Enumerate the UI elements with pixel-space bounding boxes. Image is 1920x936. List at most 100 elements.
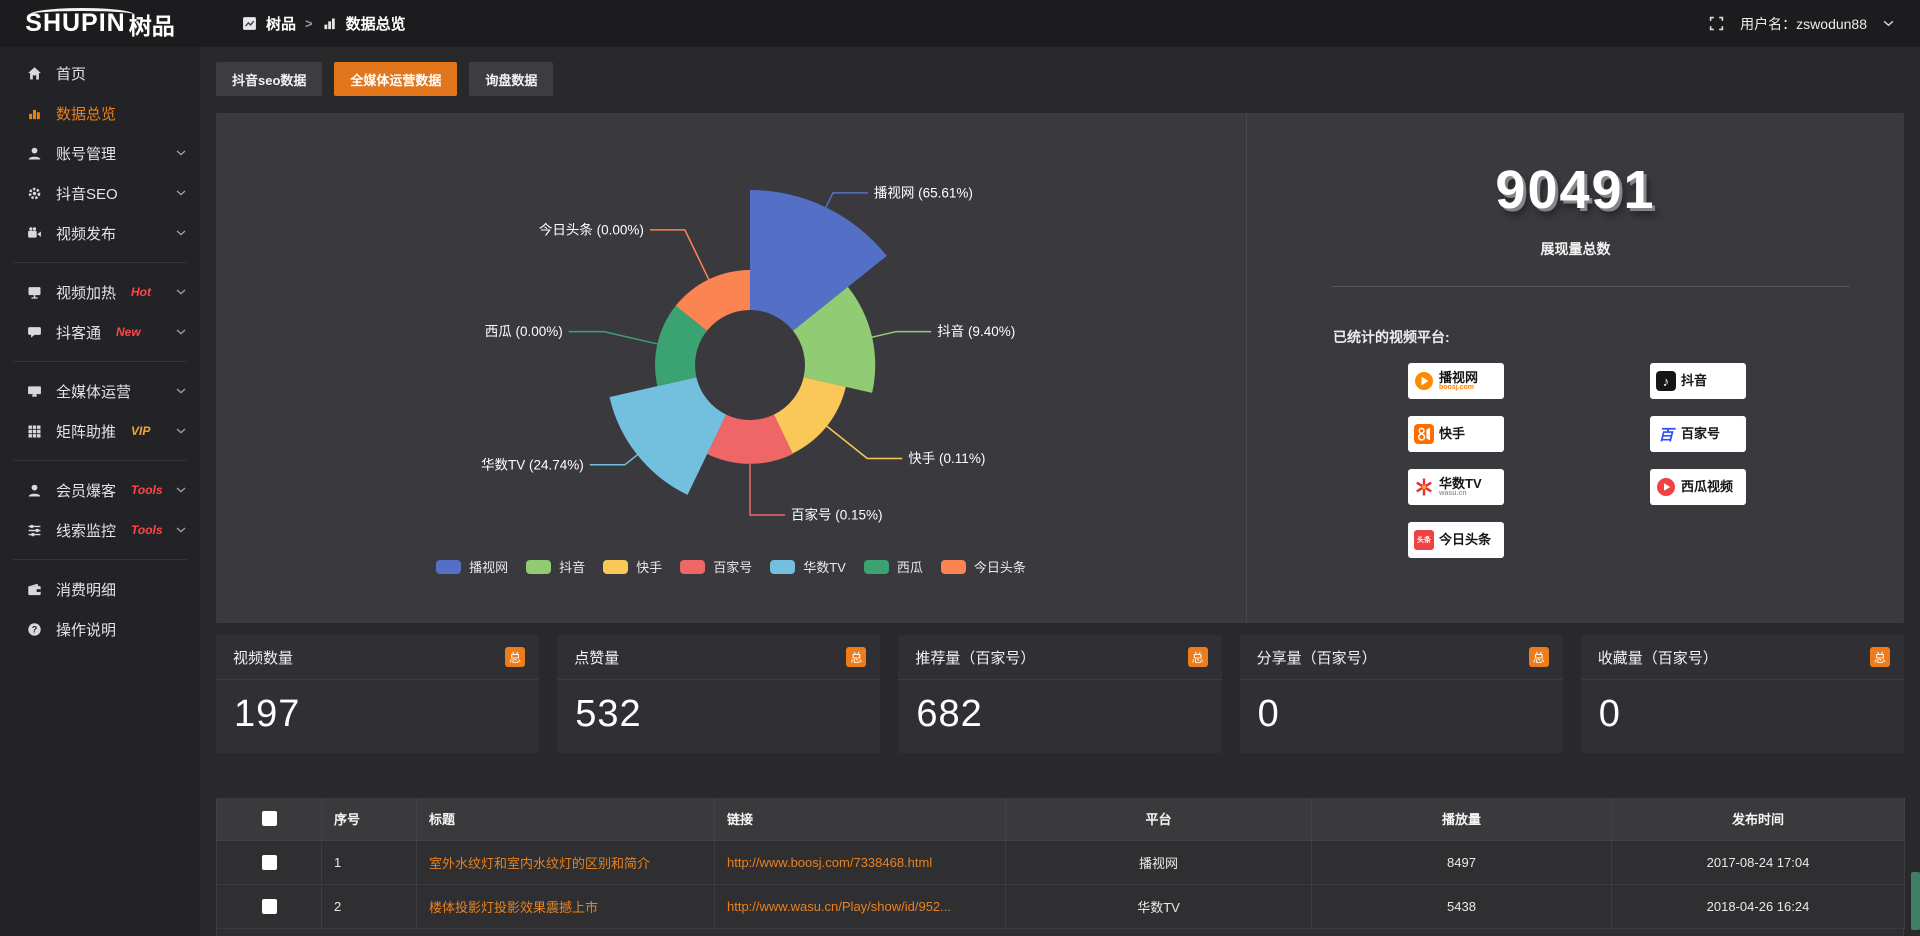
sidebar-item-consumption-details[interactable]: 消费明细 — [0, 569, 200, 609]
cell-publish-time: 2017-08-24 17:04 — [1611, 839, 1905, 885]
total-badge: 总 — [846, 647, 867, 667]
chevron-down-icon — [176, 289, 186, 295]
member-icon — [27, 483, 43, 498]
sidebar-item-label: 全媒体运营 — [56, 383, 132, 401]
scrollbar-thumb[interactable] — [1911, 872, 1920, 930]
tab-inquiry-data[interactable]: 询盘数据 — [469, 62, 554, 96]
legend-item-3[interactable]: 百家号 — [680, 557, 752, 576]
tab-douyin-seo-data[interactable]: 抖音seo数据 — [216, 62, 323, 96]
baijiahao-icon: 百 — [1658, 426, 1674, 444]
overview-panel: 播视网 (65.61%) 抖音 (9.40%) 快手 (0.11%) 百家号 (0.1… — [216, 113, 1904, 623]
sidebar-item-badge: Hot — [131, 285, 152, 299]
sidebar-item-label: 账号管理 — [56, 145, 117, 163]
breadcrumb-item-overview[interactable]: 数据总览 — [345, 16, 406, 33]
sidebar-item-member-baoke[interactable]: 会员爆客 Tools — [0, 470, 200, 510]
video-url-link[interactable]: http://www.wasu.cn/Play/show/id/952... — [727, 898, 951, 914]
stat-card-title: 点赞量 — [574, 649, 620, 667]
chevron-down-icon[interactable] — [1883, 20, 1894, 27]
platform-badge-kuaishou: 快手 — [1408, 416, 1504, 452]
app-logo[interactable]: SHUPIN 树品 — [0, 7, 200, 41]
pie-slice-2[interactable] — [773, 377, 846, 454]
sidebar-item-douyin-seo[interactable]: 抖音SEO — [0, 173, 200, 213]
chevron-down-icon — [176, 150, 186, 156]
row-checkbox[interactable] — [261, 898, 277, 914]
stat-card-shares-baijiahao: 分享量（百家号） 总 0 — [1239, 635, 1563, 753]
tab-all-media-data[interactable]: 全媒体运营数据 — [334, 62, 458, 96]
user-icon — [27, 146, 43, 161]
pie-label: 今日头条 (0.00%) — [539, 221, 644, 237]
stat-card-header: 收藏量（百家号） 总 — [1580, 635, 1904, 680]
column-header-index: 序号 — [321, 798, 417, 841]
bar-chart-icon — [27, 106, 43, 121]
legend-item-6[interactable]: 今日头条 — [940, 557, 1026, 576]
sidebar-item-home[interactable]: 首页 — [0, 53, 200, 93]
total-impressions-value: 90491 — [1495, 160, 1656, 220]
wallet-icon — [27, 582, 43, 597]
stat-card-title: 收藏量（百家号） — [1597, 649, 1718, 667]
legend-label: 西瓜 — [896, 560, 923, 575]
sidebar-divider — [13, 361, 187, 362]
row-checkbox[interactable] — [261, 854, 277, 870]
video-title-link[interactable]: 楼体投影灯投影效果震撼上市 — [429, 899, 599, 915]
chat-icon — [27, 325, 43, 340]
platform-name: 快手 — [1439, 426, 1466, 442]
sidebar-item-operation-guide[interactable]: ? 操作说明 — [0, 609, 200, 649]
platform-name: 百家号 — [1681, 426, 1721, 442]
platform-badge-boosj: 播视网 boosj.com — [1408, 363, 1504, 399]
select-all-checkbox[interactable] — [261, 811, 277, 827]
baijiahao-logo-icon: 百 — [1656, 424, 1676, 444]
stat-card-value: 532 — [575, 693, 642, 735]
legend-label: 百家号 — [713, 560, 753, 575]
platform-badge-douyin: ♪ 抖音 — [1650, 363, 1746, 399]
legend-item-4[interactable]: 华数TV — [770, 557, 846, 576]
legend-swatch — [863, 559, 889, 574]
sidebar-item-data-overview[interactable]: 数据总览 — [0, 93, 200, 133]
stat-card-header: 推荐量（百家号） 总 — [898, 635, 1222, 680]
douyin-logo-icon: ♪ — [1656, 371, 1676, 391]
sidebar-item-lead-monitoring[interactable]: 线索监控 Tools — [0, 510, 200, 550]
pie-label-line — [824, 192, 868, 210]
legend-item-1[interactable]: 抖音 — [526, 557, 585, 576]
pie-slice-6[interactable] — [675, 270, 750, 331]
stat-card-value: 0 — [1257, 693, 1280, 735]
cell-plays: 5438 — [1311, 883, 1612, 929]
pie-slice-1[interactable] — [793, 286, 876, 393]
pie-slice-0[interactable] — [750, 190, 887, 331]
pie-label-line — [568, 330, 660, 346]
platform-badge-baijiahao: 百百家号 — [1650, 416, 1746, 452]
fullscreen-icon[interactable] — [1709, 16, 1724, 31]
sliders-icon — [27, 523, 43, 538]
sidebar-item-douketong[interactable]: 抖客通 New — [0, 312, 200, 352]
gear-icon — [27, 186, 43, 201]
cell-plays: 8497 — [1311, 839, 1612, 885]
sidebar-divider — [13, 460, 187, 461]
video-url-link[interactable]: http://www.boosj.com/7338468.html — [727, 854, 933, 870]
breadcrumb-item-shupin[interactable]: 树品 — [266, 16, 297, 33]
legend-label: 华数TV — [803, 560, 846, 575]
pie-label: 华数TV (24.74%) — [481, 457, 584, 472]
sidebar-item-label: 矩阵助推 — [56, 423, 117, 441]
sidebar-item-label: 抖音SEO — [56, 185, 118, 203]
sidebar-item-account-management[interactable]: 账号管理 — [0, 133, 200, 173]
total-badge: 总 — [1187, 647, 1208, 667]
cell-title: 楼体投影灯投影效果震撼上市 — [416, 883, 715, 929]
breadcrumb: 树品 > 数据总览 — [242, 13, 406, 34]
pie-label-line — [649, 229, 711, 282]
pie-slice-4[interactable] — [609, 377, 727, 495]
sidebar-menu: 首页 数据总览账号管理抖音SEO 视频发布视频加热 Hot 抖客通 New 全媒体运营矩阵助… — [0, 53, 200, 649]
sidebar-item-matrix-boost[interactable]: 矩阵助推 VIP — [0, 411, 200, 451]
legend-item-5[interactable]: 西瓜 — [863, 557, 923, 576]
shupin-breadcrumb-icon — [242, 16, 257, 31]
legend-item-2[interactable]: 快手 — [603, 557, 662, 576]
clipped-next-row — [216, 928, 1904, 936]
legend-label: 播视网 — [469, 560, 509, 575]
select-all-header — [216, 798, 322, 841]
video-title-link[interactable]: 室外水纹灯和室内水纹灯的区别和简介 — [429, 855, 651, 871]
pie-slice-3[interactable] — [707, 414, 793, 464]
legend-item-0[interactable]: 播视网 — [436, 557, 508, 576]
sidebar-item-video-heating[interactable]: 视频加热 Hot — [0, 272, 200, 312]
username-label[interactable]: 用户名：zswodun88 — [1740, 15, 1867, 32]
sidebar-item-video-publish[interactable]: 视频发布 — [0, 213, 200, 253]
sidebar-item-all-media-operation[interactable]: 全媒体运营 — [0, 371, 200, 411]
pie-slice-5[interactable] — [655, 305, 707, 387]
